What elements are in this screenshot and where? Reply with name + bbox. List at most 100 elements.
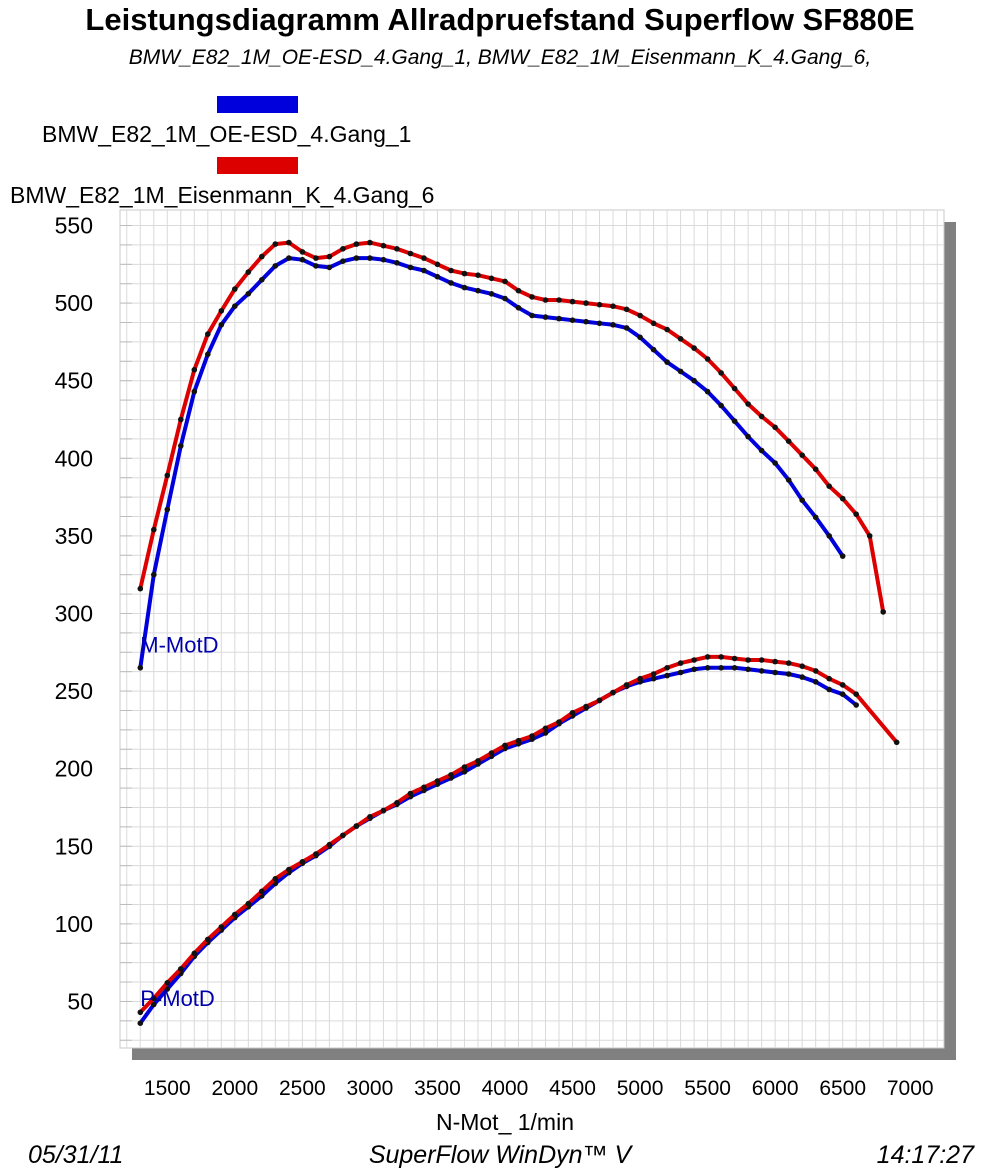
data-point [677,669,684,676]
x-tick-label: 5500 [684,1077,731,1100]
data-point [758,668,765,674]
data-point [583,703,589,710]
data-point [826,675,832,682]
data-point [151,1001,157,1008]
data-point [785,660,792,666]
data-point [569,710,576,716]
data-point [205,936,211,943]
data-point [826,686,832,693]
data-point [839,691,846,697]
y-tick-label: 250 [55,678,93,704]
y-tick-label: 200 [55,756,93,782]
data-point [691,657,697,663]
data-point [650,346,657,353]
chart-subtitle: BMW_E82_1M_OE-ESD_4.Gang_1, BMW_E82_1M_E… [128,46,872,69]
data-point [745,433,751,440]
data-point [434,261,441,268]
data-point [556,315,562,322]
data-point [704,665,711,671]
data-point [191,367,198,373]
data-point [434,273,441,280]
data-point [664,326,670,333]
y-tick-label: 350 [55,523,93,549]
footer-software: SuperFlow WinDyn™ V [368,1141,632,1169]
data-point [326,264,333,271]
chart-title: Leistungsdiagramm Allradpruefstand Super… [85,2,915,37]
data-point [812,668,819,674]
data-point [529,294,535,300]
data-point [785,438,792,445]
x-axis-label: N-Mot_ 1/min [436,1109,574,1135]
data-point [164,506,171,513]
data-point [299,859,306,865]
legend-label-eisenmann: BMW_E82_1M_Eisenmann_K_4.Gang_6 [10,182,435,208]
data-point [259,253,265,260]
x-tick-label: 4500 [549,1077,596,1100]
data-point [502,278,508,285]
data-point [151,571,157,578]
data-point [677,336,684,342]
x-tick-label: 4000 [482,1077,529,1100]
data-point [772,658,778,665]
data-point [407,790,414,797]
data-point [259,888,265,895]
data-point [610,303,616,310]
data-point [272,876,279,882]
data-point [353,241,360,247]
data-point [434,778,441,784]
x-tick-label: 7000 [887,1077,934,1100]
data-point [772,424,778,431]
data-point [394,246,400,252]
x-tick-label: 2000 [211,1077,258,1100]
y-tick-label: 50 [67,988,93,1014]
data-point [799,674,805,680]
data-point [758,447,765,454]
data-point [259,277,265,283]
data-point [542,297,549,303]
data-point [745,666,751,673]
data-point [569,317,576,324]
data-point [691,345,697,351]
data-point [853,702,859,708]
data-point [367,239,373,246]
data-point [340,258,346,265]
data-point [623,306,630,313]
data-point [772,460,778,466]
data-point [826,533,832,539]
data-point [812,466,819,473]
data-point [394,800,400,806]
series-line-2 [138,240,886,613]
data-point [853,511,859,517]
data-point [799,497,805,504]
data-point [245,900,252,907]
data-point [488,275,495,282]
data-point [286,866,292,873]
data-point [488,291,495,297]
data-point [704,654,711,660]
data-point [596,697,603,704]
data-point [799,452,805,459]
data-point [623,325,630,331]
data-point [853,691,859,697]
data-point [556,297,562,303]
data-point [785,671,792,677]
data-point [718,402,724,409]
data-point [475,758,481,764]
data-point [340,246,346,252]
data-point [448,280,454,286]
x-tick-label: 6000 [752,1077,799,1100]
data-point [893,739,900,746]
y-tick-label: 500 [55,290,93,316]
data-point [718,654,724,660]
data-point [326,253,333,260]
data-point [664,359,670,365]
data-point [502,742,508,749]
data-point [650,320,657,327]
data-point [137,1009,144,1016]
data-point [731,655,738,662]
data-point [650,675,657,682]
data-point [677,660,684,666]
data-point [650,671,657,677]
data-point [529,312,535,319]
